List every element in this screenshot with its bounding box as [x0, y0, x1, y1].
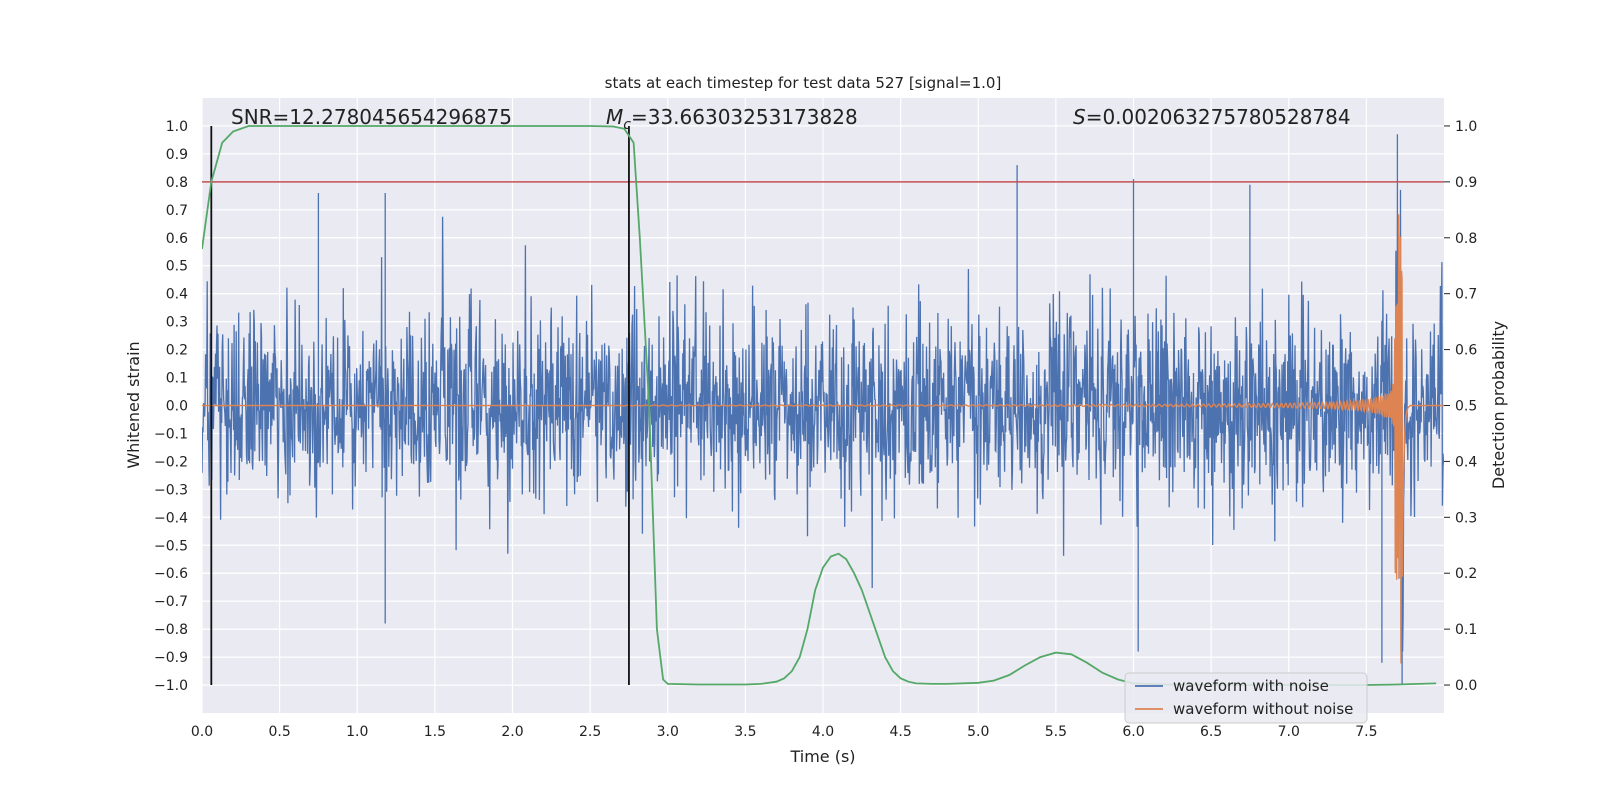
s-annotation: S=0.002063275780528784	[1073, 105, 1351, 129]
x-tick-label: 1.5	[424, 724, 446, 740]
y-left-tick-label: −0.4	[154, 510, 188, 526]
chirp-mass-value: =33.66303253173828	[631, 105, 858, 129]
y-right-tick-label: 0.6	[1455, 343, 1477, 359]
y-right-tick-label: 0.3	[1455, 510, 1477, 526]
series-detection-probability	[202, 125, 1437, 686]
y-left-tick-label: 1.0	[166, 119, 188, 135]
y-left-tick-label: −0.1	[154, 426, 188, 442]
series-waveform-without-noise	[202, 214, 1444, 664]
series-waveform-with-noise	[202, 134, 1444, 685]
s-value: =0.002063275780528784	[1086, 105, 1351, 129]
y-right-tick-label: 0.2	[1455, 566, 1477, 582]
y-right-tick-label: 0.0	[1455, 678, 1477, 694]
y-left-tick-label: 0.6	[166, 231, 188, 247]
x-tick-label: 0.0	[191, 724, 213, 740]
y-left-tick-label: −0.5	[154, 538, 188, 554]
x-tick-label: 6.0	[1122, 724, 1144, 740]
x-tick-label: 3.0	[657, 724, 679, 740]
y-right-tick-label: 0.9	[1455, 175, 1477, 191]
x-tick-label: 7.0	[1278, 724, 1300, 740]
y-axis-left-ticks: 1.0 0.9 0.8 0.7 0.6 0.5 0.4 0.3 0.2 0.1 0.0 −0.1 −0.…	[154, 119, 188, 694]
y-right-tick-label: 0.7	[1455, 287, 1477, 303]
chirp-mass-symbol: M	[606, 105, 623, 129]
y-right-tick-label: 0.5	[1455, 399, 1477, 415]
y-right-tick-label: 0.1	[1455, 622, 1477, 638]
legend: waveform with noise waveform without noi…	[1124, 672, 1368, 724]
y-left-tick-label: 0.7	[166, 203, 188, 219]
snr-annotation: SNR=12.278045654296875	[231, 105, 512, 129]
y-left-tick-label: 0.8	[166, 175, 188, 191]
x-tick-label: 4.0	[812, 724, 834, 740]
y-left-tick-label: 0.3	[166, 315, 188, 331]
y-left-tick-label: −0.2	[154, 454, 188, 470]
x-tick-label: 0.5	[268, 724, 290, 740]
y-left-tick-label: 0.5	[166, 259, 188, 275]
y-left-tick-label: −0.3	[154, 482, 188, 498]
x-tick-label: 4.5	[889, 724, 911, 740]
y-axis-right-label: Detection probability	[1489, 321, 1508, 489]
x-tick-label: 1.0	[346, 724, 368, 740]
y-left-tick-label: −0.6	[154, 566, 188, 582]
x-tick-label: 5.5	[1045, 724, 1067, 740]
y-left-tick-label: −0.8	[154, 622, 188, 638]
s-symbol: S	[1073, 105, 1086, 129]
y-right-tick-label: 0.4	[1455, 454, 1477, 470]
y-left-tick-label: −0.7	[154, 594, 188, 610]
y-left-tick-label: 0.1	[166, 371, 188, 387]
y-left-tick-label: 0.4	[166, 287, 188, 303]
y-right-tick-label: 1.0	[1455, 119, 1477, 135]
x-axis-label: Time (s)	[789, 747, 855, 766]
y-left-tick-label: 0.0	[166, 399, 188, 415]
x-tick-label: 5.0	[967, 724, 989, 740]
y-axis-left-label: Whitened strain	[124, 341, 143, 468]
chirp-mass-annotation: Mc=33.66303253173828	[606, 105, 858, 133]
x-axis-ticks: 0.0 0.5 1.0 1.5 2.0 2.5 3.0 3.5 4.0 4.5 5.0 5.5 6.0 6…	[191, 724, 1378, 740]
x-tick-label: 2.0	[501, 724, 523, 740]
x-tick-label: 6.5	[1200, 724, 1222, 740]
chart-title: stats at each timestep for test data 527…	[605, 74, 1002, 92]
legend-label-noise: waveform with noise	[1173, 677, 1329, 695]
y-left-tick-label: −1.0	[154, 678, 188, 694]
series-layer	[202, 125, 1444, 686]
chirp-mass-subscript: c	[623, 117, 631, 133]
legend-box	[1124, 672, 1368, 724]
y-left-tick-label: 0.2	[166, 343, 188, 359]
x-tick-label: 7.5	[1355, 724, 1377, 740]
y-right-tick-label: 0.8	[1455, 231, 1477, 247]
y-axis-right-ticks: 1.0 0.9 0.8 0.7 0.6 0.5 0.4 0.3 0.2 0.1 0.0	[1444, 119, 1477, 694]
x-tick-label: 2.5	[579, 724, 601, 740]
x-tick-label: 3.5	[734, 724, 756, 740]
y-left-tick-label: 0.9	[166, 147, 188, 163]
y-left-tick-label: −0.9	[154, 650, 188, 666]
legend-label-clean: waveform without noise	[1173, 700, 1353, 718]
